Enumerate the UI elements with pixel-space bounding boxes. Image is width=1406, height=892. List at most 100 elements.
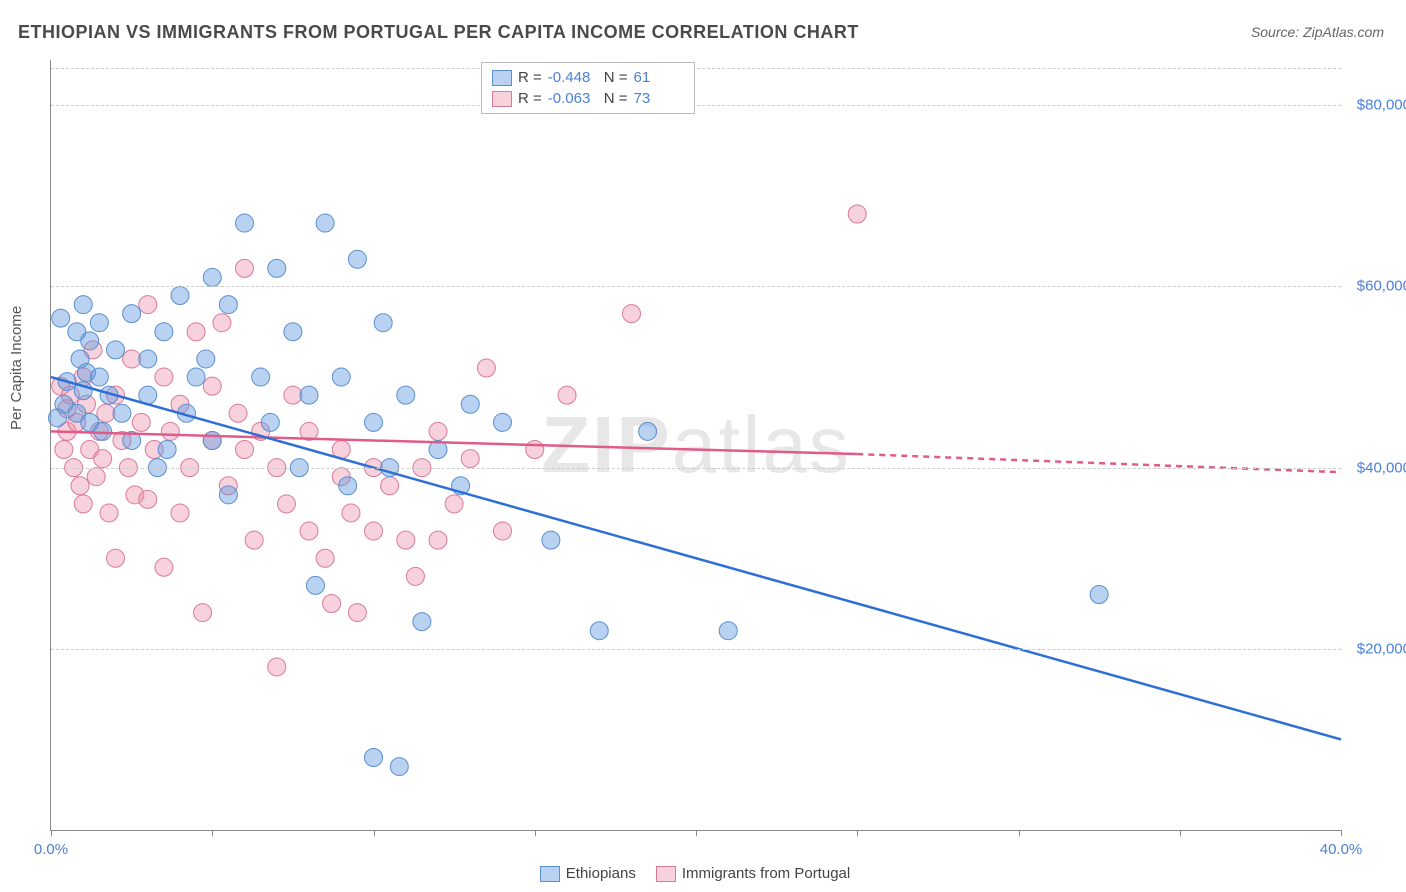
- data-point: [348, 604, 366, 622]
- xtick: [51, 830, 52, 836]
- series-legend: Ethiopians Immigrants from Portugal: [50, 865, 1340, 882]
- data-point: [1090, 585, 1108, 603]
- data-point: [284, 386, 302, 404]
- data-point: [219, 486, 237, 504]
- swatch-portugal-icon: [656, 866, 676, 882]
- data-point: [316, 549, 334, 567]
- data-point: [123, 350, 141, 368]
- gridline: [51, 286, 1341, 287]
- xtick: [374, 830, 375, 836]
- data-point: [348, 250, 366, 268]
- xtick: [857, 830, 858, 836]
- data-point: [229, 404, 247, 422]
- data-point: [139, 296, 157, 314]
- data-point: [139, 350, 157, 368]
- data-point: [197, 350, 215, 368]
- xtick-label: 40.0%: [1320, 841, 1363, 858]
- ytick-label: $80,000: [1351, 97, 1406, 114]
- data-point: [590, 622, 608, 640]
- data-point: [55, 441, 73, 459]
- data-point: [155, 558, 173, 576]
- data-point: [397, 531, 415, 549]
- plot-svg: [51, 60, 1341, 830]
- data-point: [406, 567, 424, 585]
- data-point: [461, 450, 479, 468]
- data-point: [155, 368, 173, 386]
- data-point: [374, 314, 392, 332]
- data-point: [48, 409, 66, 427]
- data-point: [203, 377, 221, 395]
- data-point: [94, 450, 112, 468]
- data-point: [365, 413, 383, 431]
- data-point: [81, 332, 99, 350]
- data-point: [397, 386, 415, 404]
- data-point: [187, 368, 205, 386]
- swatch-ethiopian: [492, 70, 512, 86]
- data-point: [365, 749, 383, 767]
- data-point: [316, 214, 334, 232]
- data-point: [171, 504, 189, 522]
- y-axis-label: Per Capita Income: [8, 306, 25, 430]
- data-point: [268, 259, 286, 277]
- data-point: [261, 413, 279, 431]
- data-point: [461, 395, 479, 413]
- data-point: [107, 341, 125, 359]
- data-point: [558, 386, 576, 404]
- xtick: [696, 830, 697, 836]
- data-point: [284, 323, 302, 341]
- data-point: [639, 422, 657, 440]
- swatch-ethiopian-icon: [540, 866, 560, 882]
- data-point: [719, 622, 737, 640]
- data-point: [155, 323, 173, 341]
- gridline: [51, 649, 1341, 650]
- data-point: [477, 359, 495, 377]
- trend-line: [857, 454, 1341, 472]
- data-point: [203, 431, 221, 449]
- correlation-legend: R = -0.448 N = 61 R = -0.063 N = 73: [481, 62, 695, 114]
- data-point: [132, 413, 150, 431]
- data-point: [542, 531, 560, 549]
- data-point: [306, 576, 324, 594]
- data-point: [413, 613, 431, 631]
- data-point: [494, 413, 512, 431]
- data-point: [300, 386, 318, 404]
- data-point: [300, 522, 318, 540]
- data-point: [90, 368, 108, 386]
- ytick-label: $60,000: [1351, 278, 1406, 295]
- gridline: [51, 105, 1341, 106]
- data-point: [365, 522, 383, 540]
- data-point: [526, 441, 544, 459]
- data-point: [623, 305, 641, 323]
- data-point: [87, 468, 105, 486]
- data-point: [342, 504, 360, 522]
- data-point: [74, 495, 92, 513]
- ytick-label: $20,000: [1351, 640, 1406, 657]
- swatch-portugal: [492, 91, 512, 107]
- data-point: [52, 309, 70, 327]
- data-point: [139, 490, 157, 508]
- data-point: [213, 314, 231, 332]
- xtick: [1180, 830, 1181, 836]
- data-point: [123, 305, 141, 323]
- data-point: [390, 758, 408, 776]
- gridline: [51, 68, 1341, 69]
- ytick-label: $40,000: [1351, 459, 1406, 476]
- source-label: Source: ZipAtlas.com: [1251, 24, 1384, 40]
- xtick: [535, 830, 536, 836]
- xtick: [1019, 830, 1020, 836]
- data-point: [194, 604, 212, 622]
- xtick: [212, 830, 213, 836]
- data-point: [94, 422, 112, 440]
- plot-area: ZIPatlas R = -0.448 N = 61 R = -0.063 N …: [50, 60, 1341, 831]
- data-point: [97, 404, 115, 422]
- trend-line: [51, 377, 1341, 739]
- data-point: [268, 658, 286, 676]
- data-point: [236, 259, 254, 277]
- chart-title: ETHIOPIAN VS IMMIGRANTS FROM PORTUGAL PE…: [18, 22, 859, 43]
- data-point: [848, 205, 866, 223]
- legend-item-portugal: Immigrants from Portugal: [656, 865, 850, 882]
- legend-item-ethiopian: Ethiopians: [540, 865, 636, 882]
- data-point: [245, 531, 263, 549]
- data-point: [429, 531, 447, 549]
- data-point: [339, 477, 357, 495]
